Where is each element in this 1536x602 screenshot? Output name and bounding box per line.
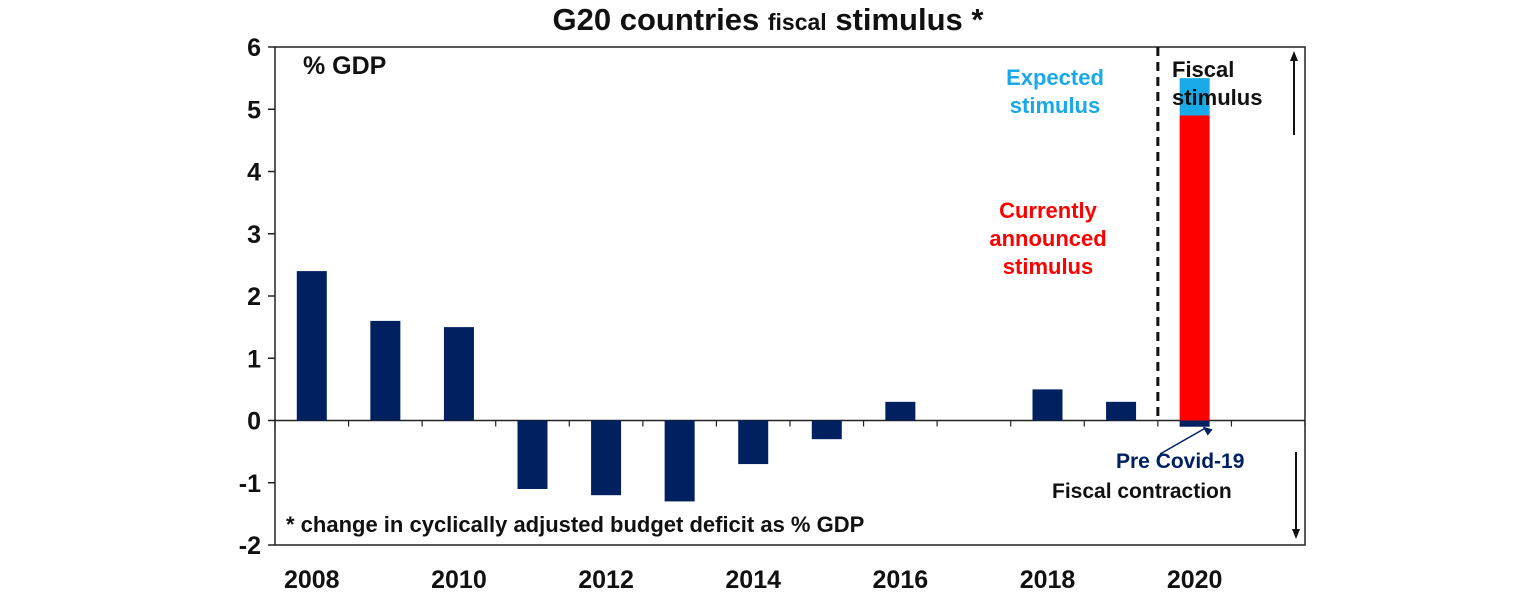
x-tick-label: 2018 [1020, 566, 1076, 594]
footnote: * change in cyclically adjusted budget d… [286, 512, 865, 537]
bar-2014 [738, 420, 769, 465]
bar-2016 [885, 401, 916, 421]
bar-2018 [1032, 389, 1063, 421]
y-tick-label: 1 [247, 345, 261, 373]
stimulus-arrowhead [1290, 51, 1298, 61]
fiscal-contraction-label: Fiscal contraction [1052, 480, 1232, 503]
y-tick-label: 2 [247, 283, 261, 311]
y-tick-label: 0 [247, 408, 261, 436]
fiscal-stimulus-line-1: Fiscal [1172, 57, 1235, 82]
y-tick-label: 5 [247, 96, 261, 124]
bar-2012 [591, 420, 622, 496]
pre-covid-arrowhead [1202, 426, 1213, 436]
expected-stimulus-label: Expected stimulus [1006, 65, 1104, 118]
announced-line-2: announced [989, 226, 1107, 251]
y-tick-label: 6 [247, 34, 261, 62]
bar-2013 [664, 420, 695, 502]
y-tick-label: -1 [239, 470, 261, 498]
announced-line-3: stimulus [1002, 254, 1094, 279]
chart-title: G20 countries fiscal stimulus * [552, 2, 984, 37]
contraction-arrowhead [1292, 529, 1300, 539]
bar-expected-2020 [1179, 78, 1210, 116]
bar-2020 [1179, 420, 1210, 427]
pre-covid-pointer [1159, 427, 1206, 455]
bar-2015 [811, 420, 842, 440]
y-tick-label: 4 [247, 159, 261, 187]
bar-announced-2020 [1179, 115, 1210, 421]
pre-covid-label: Pre Covid-19 [1116, 450, 1245, 473]
x-tick-label: 2010 [431, 566, 487, 594]
bar-2011 [517, 420, 548, 489]
x-tick-label: 2008 [284, 566, 340, 594]
y-tick-label: 3 [247, 221, 261, 249]
bar-2009 [370, 320, 401, 421]
x-tick-label: 2016 [873, 566, 929, 594]
bar-2019 [1106, 401, 1137, 421]
bar-2008 [296, 271, 327, 421]
announced-stimulus-label: Currently announced stimulus [978, 197, 1118, 281]
x-tick-label: 2014 [725, 566, 781, 594]
y-tick-label: -2 [239, 532, 261, 560]
fiscal-stimulus-line-2: stimulus [1172, 85, 1263, 110]
bar-2010 [443, 327, 474, 421]
fiscal-stimulus-label: Fiscal stimulus [1172, 56, 1262, 112]
x-tick-label: 2020 [1167, 566, 1223, 594]
announced-line-1: Currently [999, 198, 1097, 223]
x-tick-label: 2012 [578, 566, 634, 594]
y-unit-label: % GDP [303, 52, 387, 80]
